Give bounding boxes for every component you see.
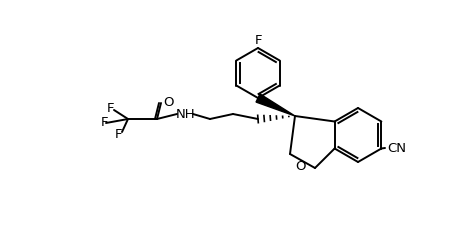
Text: NH: NH bbox=[176, 108, 196, 121]
Text: F: F bbox=[106, 101, 114, 114]
Text: O: O bbox=[163, 96, 173, 109]
Text: F: F bbox=[114, 127, 122, 140]
Polygon shape bbox=[256, 94, 295, 116]
Text: O: O bbox=[296, 160, 306, 173]
Text: F: F bbox=[100, 117, 108, 130]
Text: F: F bbox=[254, 34, 262, 46]
Text: CN: CN bbox=[387, 142, 406, 155]
